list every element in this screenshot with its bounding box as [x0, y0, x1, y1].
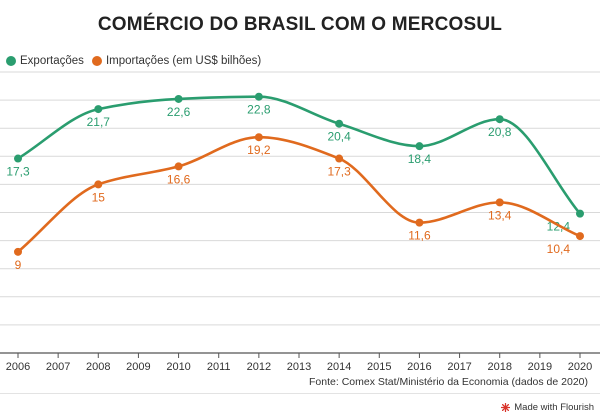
data-label-importacoes: 13,4 [488, 208, 512, 222]
data-point-exportacoes [415, 142, 424, 151]
data-label-importacoes: 9 [15, 258, 22, 272]
x-tick-label: 2019 [528, 361, 552, 373]
x-tick-label: 2016 [407, 361, 431, 373]
x-tick-label: 2010 [166, 361, 190, 373]
x-tick-label: 2015 [367, 361, 391, 373]
data-label-exportacoes: 20,4 [327, 130, 351, 144]
data-label-exportacoes: 20,8 [488, 125, 512, 139]
x-tick-label: 2006 [6, 361, 30, 373]
x-tick-label: 2007 [46, 361, 70, 373]
data-point-exportacoes [576, 209, 584, 218]
data-label-importacoes: 15 [92, 190, 106, 204]
legend-swatch-importacoes [91, 56, 102, 66]
data-label-exportacoes: 21,7 [87, 115, 111, 129]
credit-text: Made with Flourish [514, 402, 594, 413]
data-point-importacoes [415, 218, 424, 227]
data-label-exportacoes: 18,4 [408, 152, 432, 166]
x-tick-label: 2009 [126, 361, 150, 373]
data-label-exportacoes: 17,3 [6, 165, 30, 179]
legend: Exportações Importações (em US$ bilhões) [6, 55, 269, 67]
data-label-importacoes: 16,6 [167, 172, 191, 186]
x-tick-label: 2020 [568, 361, 592, 373]
x-tick-label: 2017 [447, 361, 471, 373]
flourish-credit[interactable]: Made with Flourish [501, 402, 594, 413]
data-label-importacoes: 19,2 [247, 143, 271, 157]
legend-item-exportacoes[interactable]: Exportações [6, 55, 84, 67]
data-point-exportacoes [14, 154, 22, 163]
chart-title: COMÉRCIO DO BRASIL COM O MERCOSUL [97, 14, 503, 35]
data-label-importacoes: 10,4 [547, 242, 571, 256]
data-label-importacoes: 17,3 [327, 165, 351, 179]
x-tick-label: 2011 [207, 361, 231, 373]
data-point-exportacoes [94, 105, 103, 114]
data-point-importacoes [94, 180, 103, 189]
x-tick-label: 2018 [487, 361, 511, 373]
data-point-importacoes [576, 232, 584, 241]
legend-label-importacoes: Importações (em US$ bilhões) [105, 55, 262, 67]
data-point-importacoes [495, 198, 504, 207]
source-note: Fonte: Comex Stat/Ministério da Economia… [309, 376, 588, 388]
data-point-importacoes [14, 247, 22, 256]
data-point-importacoes [335, 154, 344, 163]
data-point-exportacoes [335, 119, 344, 128]
data-point-importacoes [254, 133, 263, 142]
legend-swatch-exportacoes [6, 56, 16, 66]
legend-item-importacoes[interactable]: Importações (em US$ bilhões) [91, 55, 262, 67]
data-label-importacoes: 11,6 [408, 229, 431, 243]
flourish-logo-icon [501, 402, 511, 413]
data-point-importacoes [174, 162, 183, 171]
footer-divider [0, 393, 600, 394]
data-label-exportacoes: 22,6 [167, 105, 191, 119]
legend-label-exportacoes: Exportações [20, 55, 84, 67]
data-label-exportacoes: 22,8 [247, 103, 271, 117]
x-tick-label: 2013 [287, 361, 311, 373]
data-point-exportacoes [174, 94, 183, 103]
data-point-exportacoes [254, 92, 263, 101]
data-point-exportacoes [495, 115, 504, 124]
x-tick-label: 2014 [327, 361, 351, 373]
x-tick-label: 2008 [86, 361, 110, 373]
x-tick-label: 2012 [247, 361, 271, 373]
